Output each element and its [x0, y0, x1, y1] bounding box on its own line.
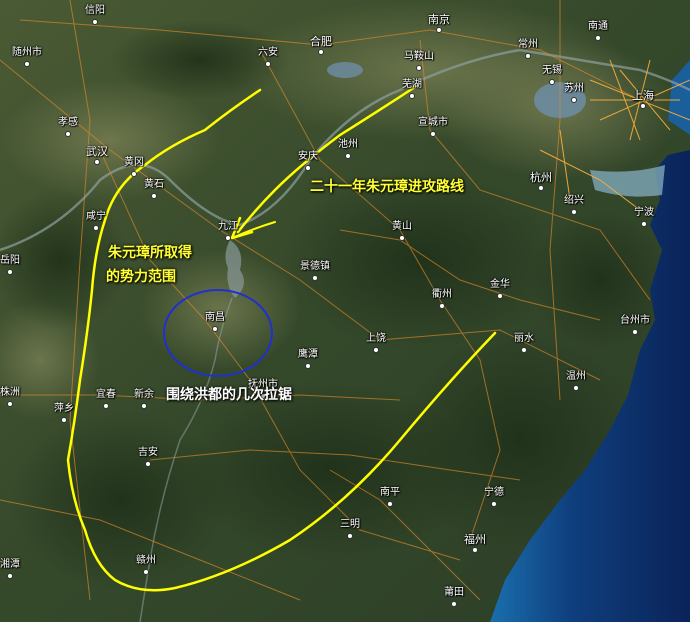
city-label-huanggang[interactable]: 黄冈: [124, 157, 144, 168]
city-label-ningbo[interactable]: 宁波: [634, 207, 654, 218]
city-label-shanghai[interactable]: 上海: [632, 89, 654, 102]
city-label-yingtan[interactable]: 鹰潭: [298, 349, 318, 360]
city-label-jinhua[interactable]: 金华: [490, 279, 510, 290]
hongdu-circle: [163, 289, 273, 377]
city-label-xinyu[interactable]: 新余: [134, 389, 154, 400]
city-label-nanchang[interactable]: 南昌: [205, 312, 225, 323]
city-label-yichun[interactable]: 宜春: [96, 389, 116, 400]
city-label-jingdezhen[interactable]: 景德镇: [300, 261, 330, 272]
city-label-xiaogan[interactable]: 孝感: [58, 117, 78, 128]
hongdu-battles-label: 围绕洪都的几次拉锯: [166, 387, 292, 403]
city-label-xinyang[interactable]: 信阳: [85, 5, 105, 16]
city-label-putian[interactable]: 莆田: [444, 587, 464, 598]
city-label-xianning[interactable]: 咸宁: [86, 211, 106, 222]
city-label-chizhou[interactable]: 池州: [338, 139, 358, 150]
city-label-yueyang[interactable]: 岳阳: [0, 255, 20, 266]
city-label-wuhu[interactable]: 芜湖: [402, 79, 422, 90]
city-label-huangshi[interactable]: 黄石: [144, 179, 164, 190]
city-label-wenzhou[interactable]: 温州: [566, 371, 586, 382]
city-label-shaoxing[interactable]: 绍兴: [564, 195, 584, 206]
territory-label-line2: 的势力范围: [106, 269, 176, 285]
city-label-sanming[interactable]: 三明: [340, 519, 360, 530]
city-label-luan[interactable]: 六安: [258, 47, 278, 58]
city-label-quzhou[interactable]: 衢州: [432, 289, 452, 300]
city-label-jiujiang[interactable]: 九江: [218, 221, 238, 232]
city-label-nantong[interactable]: 南通: [588, 21, 608, 32]
city-label-hefei[interactable]: 合肥: [310, 35, 332, 48]
territory-label-line1: 朱元璋所取得: [108, 245, 192, 261]
city-label-nanjing[interactable]: 南京: [428, 13, 450, 26]
city-label-taizhou[interactable]: 台州市: [620, 315, 650, 326]
city-label-suizhou[interactable]: 随州市: [12, 47, 42, 58]
city-label-xuancheng[interactable]: 宣城市: [418, 117, 448, 128]
city-label-anqing[interactable]: 安庆: [298, 151, 318, 162]
city-label-shangrao[interactable]: 上饶: [366, 333, 386, 344]
city-label-lishui[interactable]: 丽水: [514, 333, 534, 344]
city-label-wuhan[interactable]: 武汉: [86, 145, 108, 158]
attack-route-branch: [231, 221, 276, 239]
city-label-maanshan[interactable]: 马鞍山: [404, 51, 434, 62]
city-label-pingxiang[interactable]: 萍乡: [54, 403, 74, 414]
city-label-fuzhou[interactable]: 福州: [464, 533, 486, 546]
city-label-hangzhou[interactable]: 杭州: [530, 171, 552, 184]
city-label-huangshan[interactable]: 黄山: [392, 221, 412, 232]
campaign-route-label: 二十一年朱元璋进攻路线: [310, 179, 464, 195]
city-label-nanping[interactable]: 南平: [380, 487, 400, 498]
city-label-jian[interactable]: 吉安: [138, 447, 158, 458]
city-label-fuzhou-jx[interactable]: 抚州市: [248, 379, 278, 390]
city-label-ganzhou[interactable]: 赣州: [136, 555, 156, 566]
city-label-ningde[interactable]: 宁德: [484, 487, 504, 498]
city-label-suzhou[interactable]: 苏州: [564, 83, 584, 94]
city-label-changzhou[interactable]: 常州: [518, 39, 538, 50]
city-label-zhuzhou[interactable]: 株洲: [0, 387, 20, 398]
city-label-xiangtan[interactable]: 湘潭: [0, 559, 20, 570]
city-label-wuxi[interactable]: 无锡: [542, 65, 562, 76]
